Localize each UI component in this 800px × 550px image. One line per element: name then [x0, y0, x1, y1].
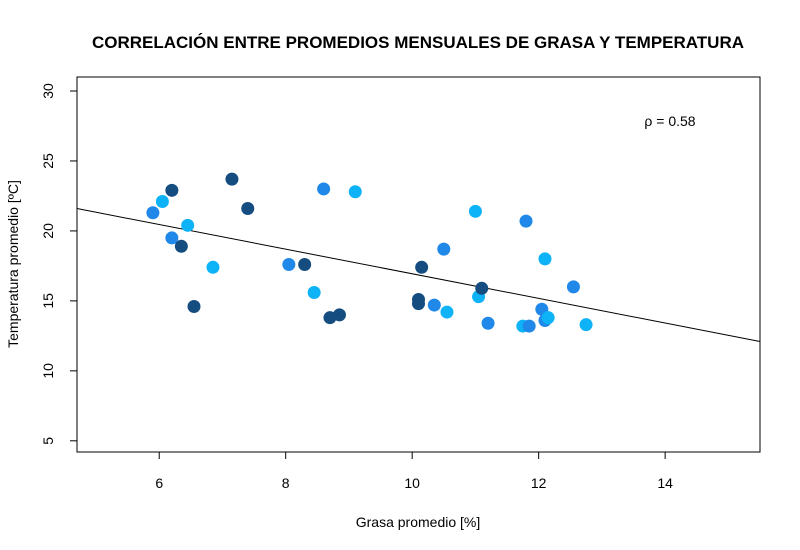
y-tick-label: 5 — [40, 437, 56, 445]
data-point — [146, 206, 160, 220]
data-point — [427, 298, 441, 312]
x-axis: 6 8 10 12 14 — [155, 451, 673, 491]
data-points — [146, 172, 593, 333]
data-point — [155, 195, 169, 209]
data-point — [579, 318, 593, 332]
data-point — [566, 280, 580, 294]
x-axis-label: Grasa promedio [%] — [356, 514, 481, 530]
data-point — [541, 311, 555, 325]
x-tick-label: 12 — [531, 475, 547, 491]
data-point — [298, 258, 312, 271]
data-point — [348, 185, 362, 199]
data-point — [437, 242, 451, 256]
data-point — [187, 299, 201, 313]
x-tick-label: 14 — [657, 475, 673, 491]
y-tick-label: 15 — [40, 293, 56, 309]
data-point — [307, 285, 321, 299]
y-tick-label: 30 — [40, 83, 56, 99]
y-tick-label: 25 — [40, 153, 56, 169]
y-tick-label: 20 — [40, 223, 56, 239]
x-tick-label: 10 — [404, 475, 420, 491]
chart-title: CORRELACIÓN ENTRE PROMEDIOS MENSUALES DE… — [92, 33, 744, 52]
data-point — [165, 231, 179, 245]
data-point — [206, 260, 220, 274]
y-axis-label: Temperatura promedio [ºC] — [5, 180, 21, 348]
data-point — [522, 319, 536, 333]
data-point — [174, 239, 188, 253]
data-point — [538, 252, 552, 266]
x-tick-label: 8 — [282, 475, 290, 491]
data-point — [519, 214, 533, 228]
data-point — [165, 183, 179, 197]
y-tick-label: 10 — [40, 363, 56, 379]
data-point — [412, 297, 425, 311]
data-point — [317, 182, 331, 196]
data-point — [181, 218, 195, 232]
data-point — [241, 202, 255, 216]
y-axis: 5 10 15 20 25 30 — [40, 83, 78, 445]
data-point — [225, 172, 239, 186]
data-point — [475, 281, 489, 295]
x-tick-label: 6 — [155, 475, 163, 491]
data-point — [468, 204, 482, 218]
regression-line — [76, 208, 761, 342]
correlation-annotation: ρ = 0.58 — [644, 113, 695, 129]
data-point — [415, 260, 429, 274]
data-point — [440, 305, 454, 319]
data-point — [332, 308, 346, 322]
data-point — [481, 316, 495, 330]
data-point — [282, 258, 296, 271]
